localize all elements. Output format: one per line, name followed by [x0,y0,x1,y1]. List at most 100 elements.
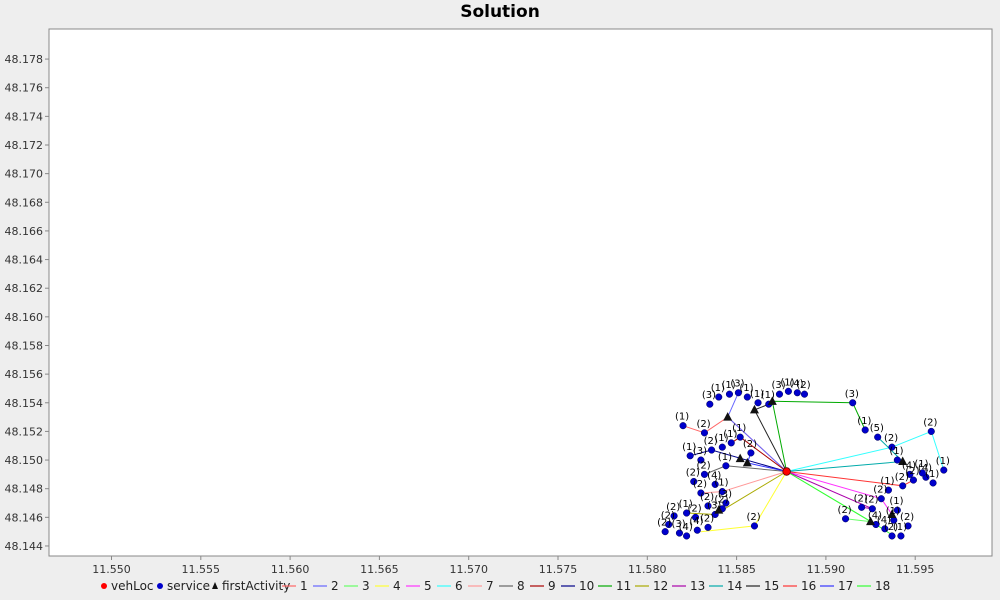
y-tick-label: 48.170 [5,168,44,181]
x-tick-label: 11.590 [807,563,846,576]
service-label: (1) [714,433,728,444]
first-activity-marker [749,404,759,414]
service-point [675,529,684,537]
service-label: (1) [711,383,725,394]
service-label: (4) [902,460,916,471]
service-point [711,480,719,488]
service-label: (2) [923,417,937,428]
service-label: (1) [914,459,928,470]
y-tick-label: 48.176 [5,82,44,95]
service-label: (2) [686,468,700,479]
service-label: (4) [918,463,932,474]
service-point [700,470,709,478]
legend-vehloc-icon [101,583,107,589]
service-point [718,488,726,496]
service-point [793,389,801,397]
service-point [683,532,691,540]
service-label: (1) [732,423,746,434]
service-label: (4) [789,379,803,390]
service-point [734,389,742,397]
y-tick-label: 48.174 [5,110,44,123]
legend-label: vehLoc [111,579,154,593]
service-point [906,470,914,478]
service-point [888,443,896,451]
service-label: (4) [877,515,891,526]
service-point [893,456,901,464]
service-label: (2) [884,433,898,444]
service-label: (4) [868,510,882,521]
first-activity-marker [742,457,752,467]
service-label: (2) [688,503,702,514]
service-point [704,502,712,510]
service-label: (3) [718,489,732,500]
service-label: (2) [905,466,919,477]
route-line-6 [786,430,945,472]
legend-label: 7 [486,579,494,593]
legend-label: 17 [838,579,853,593]
service-label: (1) [750,389,764,400]
service-label: (3) [707,500,721,511]
x-tick-label: 11.580 [628,563,667,576]
y-tick-label: 48.168 [5,196,44,209]
first-activity-marker [723,412,733,421]
x-tick-label: 11.550 [92,563,131,576]
service-label: (3) [845,389,859,400]
service-point [747,449,755,457]
service-label: (4) [679,522,693,533]
service-label: (1) [682,442,696,453]
service-label: (2) [696,419,710,430]
y-tick-label: 48.146 [5,511,44,524]
route-line-11 [771,400,866,472]
first-activity-marker [887,509,897,518]
service-point [700,429,709,437]
service-point [909,476,917,484]
service-label: (3) [702,390,716,401]
service-point [861,426,869,434]
legend-label: 12 [653,579,668,593]
y-tick-label: 48.158 [5,339,44,352]
x-tick-label: 11.565 [360,563,399,576]
service-point [893,506,901,514]
y-tick-label: 48.162 [5,282,44,295]
x-tick-label: 11.575 [539,563,578,576]
service-point [849,399,857,407]
y-tick-label: 48.144 [5,540,44,553]
legend-label: 9 [548,579,556,593]
service-point [800,390,809,398]
chart-title: Solution [460,2,540,22]
service-point [679,422,687,430]
y-tick-label: 48.166 [5,225,44,238]
service-point [784,387,792,395]
legend-label: 10 [579,579,594,593]
service-label: (2) [693,479,707,490]
service-label: (2) [657,518,671,529]
service-point [940,466,948,474]
first-activity-marker [735,453,745,463]
legend-label: service [167,579,210,593]
service-label: (1) [721,380,735,391]
service-label: (2) [864,495,878,506]
vehicle-location-point [782,467,791,476]
service-label: (2) [714,495,728,506]
service-label: (3) [671,519,685,530]
legend-service-icon [157,583,163,589]
legend-first-activity-icon [212,582,218,589]
service-label: (2) [746,512,760,523]
legend-label: 14 [727,579,742,593]
legend-label: 2 [331,579,339,593]
service-label: (2) [661,510,675,521]
y-tick-label: 48.148 [5,483,44,496]
service-point [884,486,892,494]
first-activity-marker [767,396,777,405]
service-label: (1) [714,478,728,489]
service-point [929,479,937,487]
service-point [918,469,926,477]
service-point [686,452,694,460]
service-point [691,513,700,521]
service-point [722,499,730,507]
legend-label: 11 [616,579,631,593]
y-tick-label: 48.154 [5,397,44,410]
service-point [670,512,678,520]
service-point [858,503,866,511]
legend-label: 4 [393,579,401,593]
